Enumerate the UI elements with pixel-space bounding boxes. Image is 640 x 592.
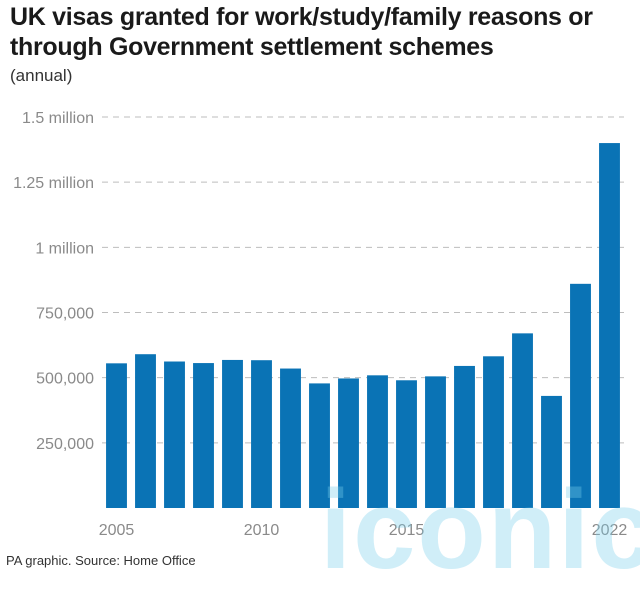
x-tick-label: 2005 [99,522,135,539]
x-axis-ticks: 2005 2010 2015 2022 [99,522,628,539]
x-tick-label: 2010 [244,522,280,539]
y-tick-label: 250,000 [36,436,94,453]
y-tick-label: 500,000 [36,371,94,388]
bar-2006 [135,354,156,508]
bar-2008 [193,363,214,508]
chart-subtitle: (annual) [10,66,73,85]
chart-title: UK visas granted for work/study/family r… [10,3,593,61]
bar-2022 [599,143,620,509]
watermark-logo: iconic [320,474,640,586]
source-footer: PA graphic. Source: Home Office [6,553,196,568]
bar-2014 [367,375,388,508]
x-tick-label: 2022 [592,522,628,539]
bar-2005 [106,363,127,508]
bar-2018 [483,356,504,508]
bar-2019 [512,333,533,508]
bar-2016 [425,376,446,508]
bar-2010 [251,360,272,508]
bars [106,143,620,509]
y-axis-ticks: 250,000 500,000 750,000 1 million 1.25 milli… [13,110,94,453]
bar-2021 [570,283,591,508]
bar-2011 [280,368,301,508]
bar-2017 [454,365,475,508]
bar-2007 [164,361,185,508]
bar-chart: 250,000 500,000 750,000 1 million 1.25 milli… [13,110,628,539]
y-tick-label: 750,000 [36,306,94,323]
bar-2012 [309,383,330,508]
y-tick-label: 1.25 million [13,175,94,192]
y-tick-label: 1.5 million [22,110,94,127]
y-tick-label: 1 million [35,240,94,257]
bar-2009 [222,359,243,508]
x-tick-label: 2015 [389,522,425,539]
bar-2013 [338,378,359,508]
bar-2015 [396,380,417,508]
watermark-text: iconic [320,467,640,592]
grid-lines [102,116,624,444]
bar-2020 [541,395,562,508]
